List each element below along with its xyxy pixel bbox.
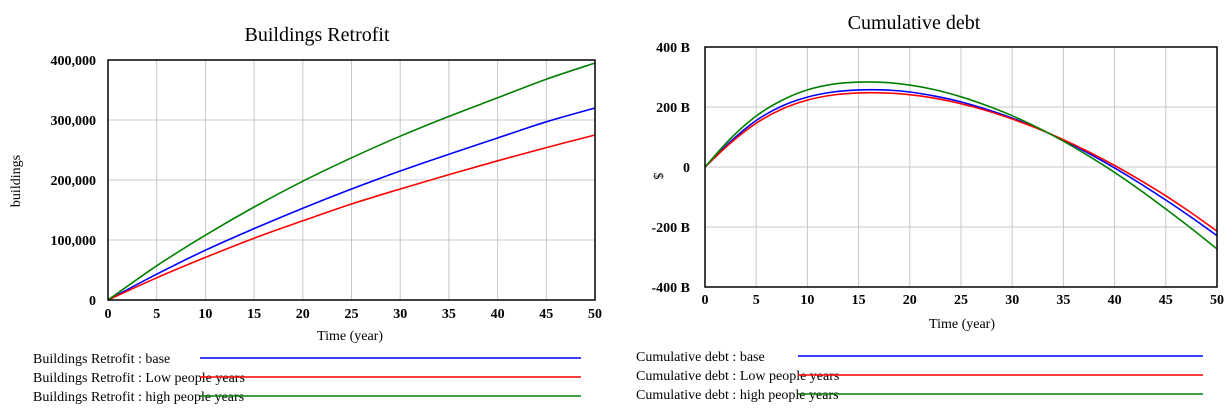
chart-cumulative-debt: Cumulative debt 0 5 10 15 20 25 30 35 40 45 50 -40… [636, 12, 1224, 403]
legend: Cumulative debt : base Cumulative debt : … [636, 350, 1203, 403]
x-tick-label: 40 [491, 307, 505, 322]
x-tick-labels: 0 5 10 15 20 25 30 35 40 45 50 [105, 307, 603, 322]
y-tick-label: 200 B [656, 101, 690, 116]
x-tick-label: 45 [1159, 293, 1173, 308]
x-tick-label: 20 [903, 293, 917, 308]
x-tick-label: 50 [588, 307, 602, 322]
y-tick-label: 400,000 [51, 54, 97, 69]
legend-label: Buildings Retrofit : base [33, 352, 170, 367]
x-tick-label: 35 [442, 307, 456, 322]
x-tick-label: 10 [198, 307, 212, 322]
plot-frame [107, 59, 596, 301]
chart-title: Cumulative debt [848, 12, 981, 34]
series-lines [704, 81, 1218, 250]
series-line [704, 88, 1218, 237]
x-tick-label: 40 [1108, 293, 1122, 308]
legend-label: Cumulative debt : high people years [636, 388, 839, 403]
series-line [704, 81, 1218, 250]
y-axis-label: buildings [9, 155, 24, 207]
y-tick-label: -200 B [652, 221, 691, 236]
y-tick-label: 400 B [656, 41, 690, 56]
y-tick-label: -400 B [652, 281, 691, 296]
series-line [107, 134, 596, 301]
x-tick-label: 15 [247, 307, 261, 322]
legend-label: Cumulative debt : Low people years [636, 369, 839, 384]
grid [705, 47, 1217, 287]
x-tick-labels: 0 5 10 15 20 25 30 35 40 45 50 [702, 293, 1225, 308]
y-tick-label: 0 [89, 294, 96, 309]
x-tick-label: 15 [852, 293, 866, 308]
y-tick-labels: -400 B -200 B 0 200 B 400 B [652, 41, 691, 296]
x-tick-label: 30 [1005, 293, 1019, 308]
chart-buildings-retrofit: Buildings Retrofit 0 5 10 15 20 25 30 35 40 45 50 … [9, 24, 602, 405]
x-tick-label: 35 [1056, 293, 1070, 308]
x-tick-label: 10 [800, 293, 814, 308]
x-tick-label: 5 [153, 307, 160, 322]
legend-label: Buildings Retrofit : high people years [33, 390, 244, 405]
x-axis-label: Time (year) [929, 317, 995, 332]
legend-label: Buildings Retrofit : Low people years [33, 371, 245, 386]
series-line [704, 91, 1218, 232]
y-tick-label: 0 [683, 161, 690, 176]
chart-title: Buildings Retrofit [245, 24, 390, 46]
x-tick-label: 0 [702, 293, 709, 308]
x-axis-label: Time (year) [317, 329, 383, 344]
x-tick-label: 25 [954, 293, 968, 308]
series-lines [107, 62, 596, 301]
legend: Buildings Retrofit : base Buildings Retro… [33, 352, 581, 405]
y-axis-label: $ [650, 173, 665, 180]
x-tick-label: 45 [539, 307, 553, 322]
x-tick-label: 20 [296, 307, 310, 322]
y-tick-labels: 0 100,000 200,000 300,000 400,000 [51, 54, 97, 309]
x-tick-label: 30 [393, 307, 407, 322]
series-line [107, 62, 596, 301]
y-tick-label: 200,000 [51, 174, 97, 189]
x-tick-label: 50 [1210, 293, 1224, 308]
series-line [107, 107, 596, 301]
x-tick-label: 25 [345, 307, 359, 322]
y-tick-label: 300,000 [51, 114, 97, 129]
grid [108, 60, 595, 300]
x-tick-label: 5 [753, 293, 760, 308]
legend-label: Cumulative debt : base [636, 350, 765, 365]
y-tick-label: 100,000 [51, 234, 97, 249]
x-tick-label: 0 [105, 307, 112, 322]
plot-frame [704, 46, 1218, 288]
